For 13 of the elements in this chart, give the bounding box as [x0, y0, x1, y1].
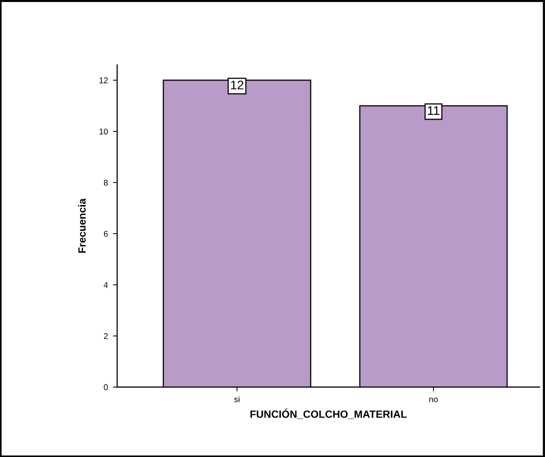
- y-tick-label: 4: [104, 282, 108, 288]
- x-axis-title: FUNCIÓN_COLCHO_MATERIAL: [250, 408, 407, 420]
- x-tick-label: si: [234, 396, 240, 402]
- x-tick-label: no: [429, 398, 438, 402]
- y-tick-label: 8: [104, 180, 108, 186]
- y-tick-label: 6: [104, 230, 108, 237]
- data-label: 12: [231, 80, 244, 90]
- y-tick-label: 12: [100, 77, 108, 84]
- y-axis-title: Frecuencia: [78, 198, 86, 253]
- data-label: 11: [428, 106, 440, 115]
- y-tick-label: 2: [104, 333, 108, 339]
- y-tick-label: 10: [100, 128, 108, 134]
- y-tick-label: 0: [104, 384, 108, 390]
